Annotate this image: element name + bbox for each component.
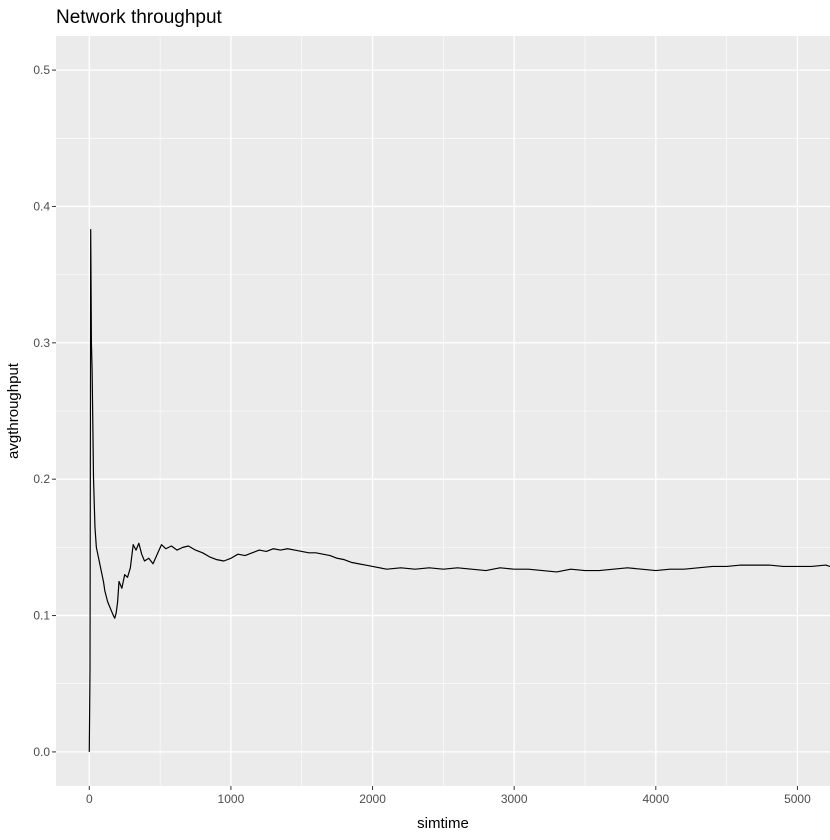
y-axis-label: avgthroughput (5, 362, 22, 459)
x-axis: 0 1000 2000 3000 4000 5000 (86, 786, 811, 806)
major-gridlines (56, 36, 830, 786)
x-tick-label: 3000 (501, 792, 528, 806)
y-tick-label: 0.5 (33, 63, 50, 77)
y-tick-label: 0.3 (33, 336, 50, 350)
y-tick-label: 0.1 (33, 609, 50, 623)
y-tick-label: 0.2 (33, 472, 50, 486)
y-tick-label: 0.4 (33, 199, 50, 213)
y-tick-label: 0.0 (33, 745, 50, 759)
x-axis-label: simtime (417, 815, 469, 832)
x-tick-label: 1000 (218, 792, 245, 806)
series-layer (88, 229, 830, 752)
series-line-0 (88, 229, 830, 752)
x-tick-label: 5000 (784, 792, 811, 806)
x-tick-label: 0 (86, 792, 93, 806)
x-tick-label: 4000 (642, 792, 669, 806)
minor-gridlines (56, 36, 830, 786)
x-tick-label: 2000 (359, 792, 386, 806)
y-axis: 0.0 0.1 0.2 0.3 0.4 0.5 (33, 63, 56, 759)
chart-title: Network throughput (56, 7, 223, 28)
